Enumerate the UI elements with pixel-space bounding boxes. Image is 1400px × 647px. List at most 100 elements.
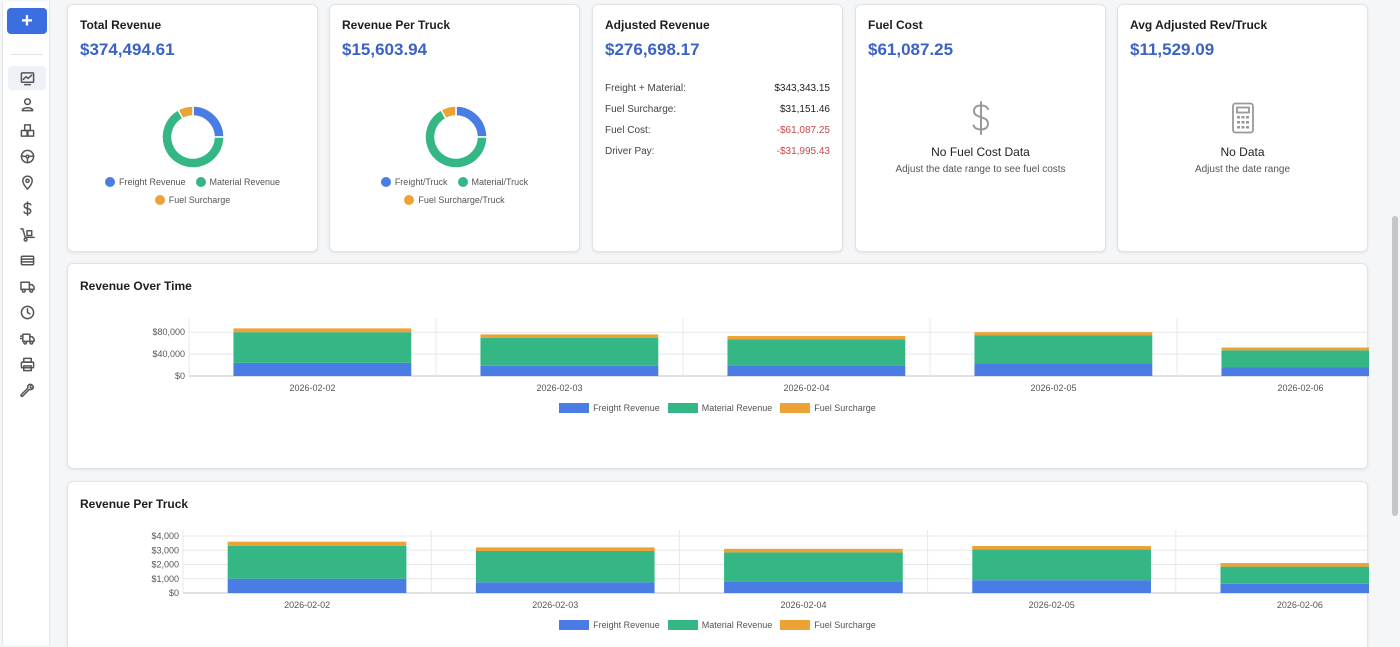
sidebar-item-trucks[interactable]: [8, 274, 46, 298]
fuel-slice: [177, 105, 194, 120]
revenue-per-truck-legend: Freight/Truck Material/Truck Fuel Surcha…: [330, 177, 579, 205]
user-icon: [21, 97, 33, 111]
legend-fuel[interactable]: Fuel Surcharge: [780, 620, 876, 630]
legend-material[interactable]: Material Revenue: [195, 177, 280, 187]
y-tick-label: $40,000: [152, 349, 185, 359]
sidebar-item-drivers[interactable]: [8, 144, 46, 168]
sidebar-divider: [11, 54, 43, 55]
card-value: $61,087.25: [868, 40, 954, 59]
row-label: Freight + Material:: [605, 83, 686, 94]
sidebar-item-loading[interactable]: [8, 222, 46, 246]
breakdown-row: Fuel Surcharge: $31,151.46: [605, 102, 830, 123]
sidebar-item-dashboard[interactable]: [8, 66, 46, 90]
sidebar-item-history[interactable]: [8, 300, 46, 324]
legend-freight[interactable]: Freight/Truck: [380, 177, 448, 187]
total-revenue-card: Total Revenue $374,494.61 Freight Revenu…: [67, 4, 318, 252]
revenue-per-truck-donut[interactable]: [424, 105, 488, 169]
revenue-over-time-card: Revenue Over Time $0 $40,000 $80,000 2026-0…: [67, 263, 1369, 469]
wrench-icon: [19, 383, 34, 397]
material-bar: [972, 549, 1151, 581]
sidebar-item-billing[interactable]: [8, 196, 46, 220]
fuel-bar: [727, 336, 906, 340]
material-bar: [233, 332, 412, 363]
x-tick-label: 2026-02-06: [1277, 600, 1323, 610]
material-swatch: [457, 177, 468, 187]
dolly-icon: [19, 227, 35, 242]
freight-swatch: [104, 177, 115, 187]
legend-material[interactable]: Material Revenue: [667, 620, 773, 630]
material-bar: [724, 552, 903, 582]
x-tick-label: 2026-02-04: [780, 600, 826, 610]
legend-fuel[interactable]: Fuel Surcharge/Truck: [404, 195, 505, 205]
material-slice: [424, 108, 488, 169]
x-tick-label: 2026-02-05: [1029, 600, 1075, 610]
material-bar: [1221, 350, 1369, 368]
sidebar-item-users[interactable]: [8, 92, 46, 116]
legend-label: Freight Revenue: [593, 403, 660, 413]
freight-bar: [233, 362, 412, 376]
y-tick-label: $0: [175, 371, 185, 381]
fuel-bar: [480, 334, 659, 338]
row-label: Fuel Cost:: [605, 125, 651, 136]
material-swatch: [667, 403, 698, 413]
row-label: Driver Pay:: [605, 146, 655, 157]
row-value: -$31,995.43: [776, 146, 830, 157]
row-value: -$61,087.25: [776, 125, 830, 136]
freight-bar: [480, 365, 659, 376]
x-tick-label: 2026-02-02: [289, 383, 335, 393]
sidebar-item-inventory[interactable]: [8, 118, 46, 142]
freight-bar: [1221, 367, 1369, 376]
freight-bar: [475, 582, 655, 593]
fuel-bar: [475, 547, 655, 551]
revenue-per-truck-card: Revenue Per Truck $15,603.94 Freight/Tru…: [329, 4, 580, 252]
legend-fuel[interactable]: Fuel Surcharge: [780, 403, 876, 413]
legend-freight[interactable]: Freight Revenue: [104, 177, 186, 187]
freight-swatch: [380, 177, 391, 187]
y-tick-label: $1,000: [151, 574, 179, 584]
fuel-bar: [1221, 347, 1369, 351]
card-icon: [20, 255, 34, 265]
dollar-icon: [22, 200, 32, 216]
fuel-cost-card: Fuel Cost $61,087.25 No Fuel Cost Data A…: [855, 4, 1106, 252]
adjusted-breakdown: Freight + Material: $343,343.15 Fuel Surc…: [605, 81, 830, 165]
clock-icon: [20, 305, 34, 319]
sidebar-item-settings[interactable]: [8, 378, 46, 402]
sidebar-item-locations[interactable]: [8, 170, 46, 194]
sidebar-item-dispatch[interactable]: [8, 326, 46, 350]
x-tick-label: 2026-02-06: [1277, 383, 1323, 393]
material-bar: [727, 339, 906, 366]
revenue-per-truck-chart[interactable]: $0 $1,000 $2,000 $3,000 $4,000 2026-02-02 2026…: [68, 482, 1369, 618]
truck-icon: [19, 281, 35, 293]
material-bar: [1220, 566, 1369, 584]
freight-swatch: [559, 620, 590, 630]
material-slice: [161, 108, 225, 169]
freight-bar: [727, 365, 906, 376]
legend-label: Material Revenue: [701, 620, 773, 630]
y-tick-label: $4,000: [151, 531, 179, 541]
legend-material[interactable]: Material/Truck: [457, 177, 529, 187]
sidebar-item-tickets[interactable]: [8, 248, 46, 272]
material-swatch: [195, 177, 206, 187]
map-pin-icon: [21, 174, 33, 190]
material-swatch: [667, 620, 698, 630]
revenue-over-time-chart[interactable]: $0 $40,000 $80,000 2026-02-02 2026-02-03 2026…: [68, 264, 1369, 404]
legend-label: Freight Revenue: [593, 620, 660, 630]
page-scrollbar[interactable]: [1392, 216, 1398, 516]
freight-slice: [455, 105, 488, 138]
card-title: Total Revenue: [80, 18, 162, 32]
sidebar-item-print[interactable]: [8, 352, 46, 376]
legend-freight[interactable]: Freight Revenue: [559, 620, 660, 630]
boxes-icon: [20, 123, 34, 137]
legend-freight[interactable]: Freight Revenue: [559, 403, 660, 413]
legend-material[interactable]: Material Revenue: [667, 403, 772, 413]
legend-label: Material/Truck: [471, 177, 529, 187]
material-bar: [227, 545, 407, 579]
revenue-per-truck-chart-card: Revenue Per Truck $0 $1,000 $2,000 $3,000 $4…: [67, 481, 1369, 647]
dollar-icon: [972, 101, 990, 135]
add-button[interactable]: +: [7, 8, 47, 34]
material-bar: [974, 335, 1153, 364]
legend-fuel[interactable]: Fuel Surcharge: [154, 195, 230, 205]
total-revenue-donut[interactable]: [161, 105, 225, 169]
fuel-bar: [227, 541, 407, 546]
fuel-bar: [724, 548, 903, 553]
